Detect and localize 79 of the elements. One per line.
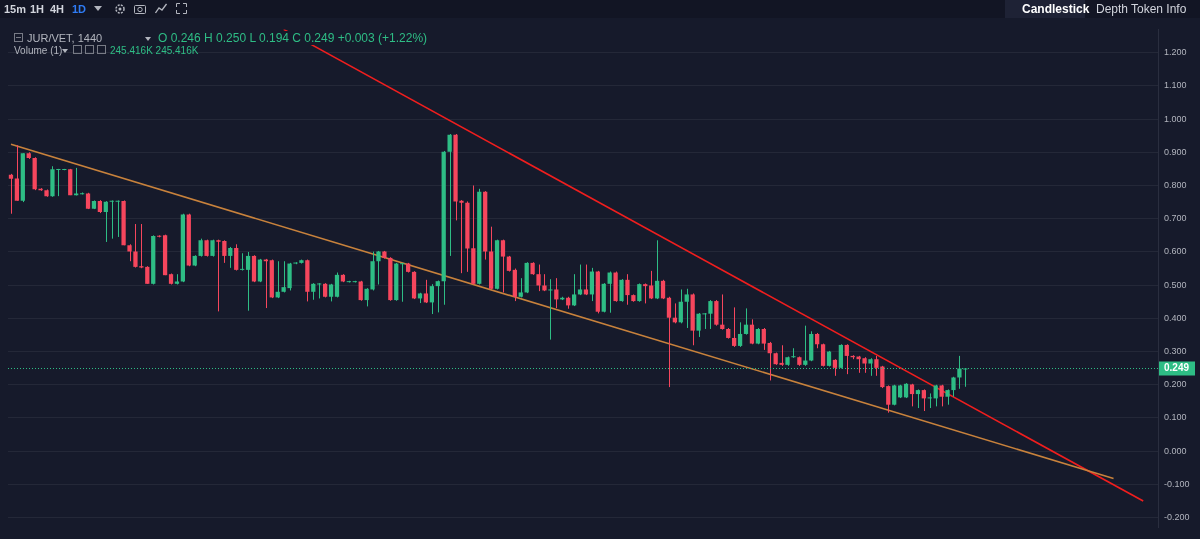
candlestick — [554, 277, 559, 309]
candlestick — [649, 270, 654, 300]
candlestick — [743, 307, 749, 336]
y-tick-label: 0.400 — [1164, 312, 1187, 323]
chart-title: JUR/VET, 1440 — [27, 31, 103, 45]
candlestick — [583, 264, 589, 296]
candlestick — [666, 296, 672, 388]
candlestick — [589, 267, 595, 302]
candlestick — [844, 343, 849, 375]
candlestick — [536, 264, 541, 292]
y-tick-label: 0.700 — [1164, 213, 1187, 224]
candlestick — [103, 200, 108, 243]
candlestick — [317, 282, 322, 299]
candlestick — [429, 283, 434, 315]
text: 4H — [50, 2, 65, 16]
candlestick — [109, 199, 114, 240]
candlestick — [376, 250, 381, 285]
candlestick — [927, 392, 932, 409]
candlestick — [767, 341, 772, 381]
text: Token Info — [1131, 2, 1187, 16]
candlestick — [364, 287, 369, 307]
y-tick-label: 0.900 — [1164, 146, 1187, 157]
y-tick-label: 0.800 — [1164, 179, 1187, 190]
y-tick-label: 1.200 — [1164, 47, 1187, 58]
candlestick — [684, 288, 689, 329]
candlestick — [714, 299, 719, 327]
text: Candlestick — [1022, 2, 1090, 16]
candlestick — [625, 273, 630, 306]
candlestick — [654, 239, 660, 300]
candlestick — [915, 388, 921, 409]
candlestick — [423, 279, 429, 304]
candlestick — [228, 246, 233, 269]
chart-subtitle: O 0.246 H 0.250 L 0.194 C 0.249 +0.003 (+1.22%) — [156, 31, 430, 45]
candlestick — [886, 384, 891, 414]
annotation: Volume (1) — [14, 44, 63, 58]
text: 1H — [30, 2, 45, 16]
candlestick — [737, 321, 743, 348]
y-tick-label: 0.500 — [1164, 279, 1187, 290]
candlestick — [761, 327, 766, 351]
candlestick — [607, 271, 612, 314]
y-tick-label: 1.100 — [1164, 80, 1187, 91]
y-tick-label: 0.300 — [1164, 346, 1187, 357]
candlestick — [921, 388, 926, 412]
candlestick — [240, 252, 245, 272]
candlestick — [732, 306, 737, 348]
text: Depth — [1096, 2, 1129, 16]
text: 1D — [72, 2, 87, 16]
y-tick-label: -0.100 — [1164, 478, 1190, 489]
annotation: 245.416K 245.416K — [110, 44, 199, 58]
candlestick — [660, 279, 666, 300]
candlestick — [447, 133, 452, 257]
text: 15m — [4, 2, 27, 16]
candlestick — [696, 312, 701, 338]
candlestick — [245, 251, 251, 312]
candlestick — [577, 264, 583, 296]
candlestick — [459, 199, 464, 274]
y-tick-label: 1.000 — [1164, 113, 1187, 124]
candlestick — [435, 279, 440, 313]
y-tick-label: 0.000 — [1164, 445, 1187, 456]
candlestick — [548, 278, 553, 341]
candlestick — [749, 318, 755, 345]
y-tick-label: -0.200 — [1164, 512, 1190, 523]
y-tick-label: 0.100 — [1164, 412, 1187, 423]
candlestick — [400, 262, 405, 303]
candlestick — [14, 144, 20, 202]
ref-line-label: 0.249 — [1164, 362, 1190, 374]
candlestick — [571, 273, 577, 307]
candlestick — [678, 288, 683, 324]
y-tick-label: 0.200 — [1164, 379, 1187, 390]
candlestick — [234, 243, 239, 272]
candlestick — [791, 347, 796, 359]
candlestick — [334, 272, 340, 298]
candlestick — [8, 173, 14, 215]
candlestick — [74, 167, 79, 196]
candlestick — [637, 282, 642, 303]
candlestick — [115, 199, 120, 238]
candlestick — [619, 278, 624, 303]
candlestick — [500, 239, 506, 293]
y-tick-label: 0.600 — [1164, 246, 1187, 257]
